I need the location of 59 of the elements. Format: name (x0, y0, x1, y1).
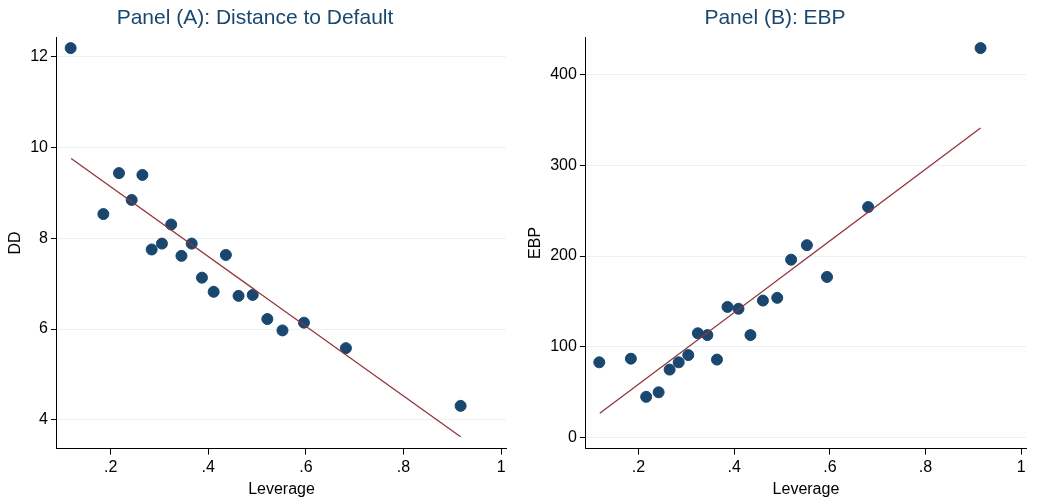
y-tick-label: 10 (30, 137, 49, 155)
point (744, 329, 757, 342)
x-tick-label: .6 (823, 457, 837, 475)
x-tick-label: .2 (631, 457, 646, 475)
y-tick-label: 12 (30, 46, 49, 64)
point (261, 313, 274, 326)
point (593, 356, 606, 369)
point (64, 42, 77, 55)
y-tick-label: 400 (550, 64, 577, 82)
point (785, 253, 798, 266)
point (155, 237, 168, 250)
point (207, 285, 220, 298)
point (112, 167, 125, 180)
point (800, 239, 813, 252)
point (276, 324, 289, 337)
y-tick-label: 300 (550, 155, 577, 173)
y-axis-title: DD (6, 231, 24, 255)
x-tick-label: .6 (299, 457, 313, 475)
x-tick-label: .8 (396, 457, 411, 475)
x-axis-title: Leverage (772, 479, 840, 497)
x-tick-label: .2 (104, 457, 118, 475)
chart-title: Panel (B): EBP (704, 5, 846, 29)
point (97, 208, 110, 221)
point (136, 168, 149, 181)
y-tick-label: 6 (39, 319, 49, 337)
point (640, 390, 653, 403)
y-tick-label: 0 (567, 428, 577, 446)
y-axis-title: EBP (526, 226, 544, 259)
x-tick-label: .8 (918, 457, 933, 475)
x-tick-label: .4 (727, 457, 741, 475)
point (663, 363, 676, 376)
point (339, 342, 352, 355)
x-tick-label: 1 (496, 457, 506, 475)
chart-title: Panel (A): Distance to Default (116, 5, 394, 29)
x-axis-title: Leverage (248, 479, 315, 497)
x-tick-label: 1 (1016, 457, 1026, 475)
y-tick-label: 8 (39, 228, 49, 246)
point (232, 289, 245, 302)
point (710, 353, 723, 366)
point (195, 271, 208, 284)
point (219, 248, 232, 261)
point (771, 291, 784, 304)
point (624, 352, 637, 365)
point (682, 349, 695, 362)
point (721, 300, 734, 313)
y-tick-label: 200 (550, 246, 577, 264)
y-tick-label: 4 (39, 410, 49, 428)
point (756, 294, 769, 307)
point (165, 218, 178, 231)
point (821, 270, 833, 283)
y-tick-label: 100 (550, 337, 577, 355)
point (652, 386, 665, 399)
point (974, 42, 987, 55)
point (175, 249, 188, 262)
point (246, 288, 259, 301)
x-tick-label: .4 (201, 457, 216, 475)
point (454, 399, 467, 412)
point (672, 356, 685, 369)
point (145, 243, 158, 256)
